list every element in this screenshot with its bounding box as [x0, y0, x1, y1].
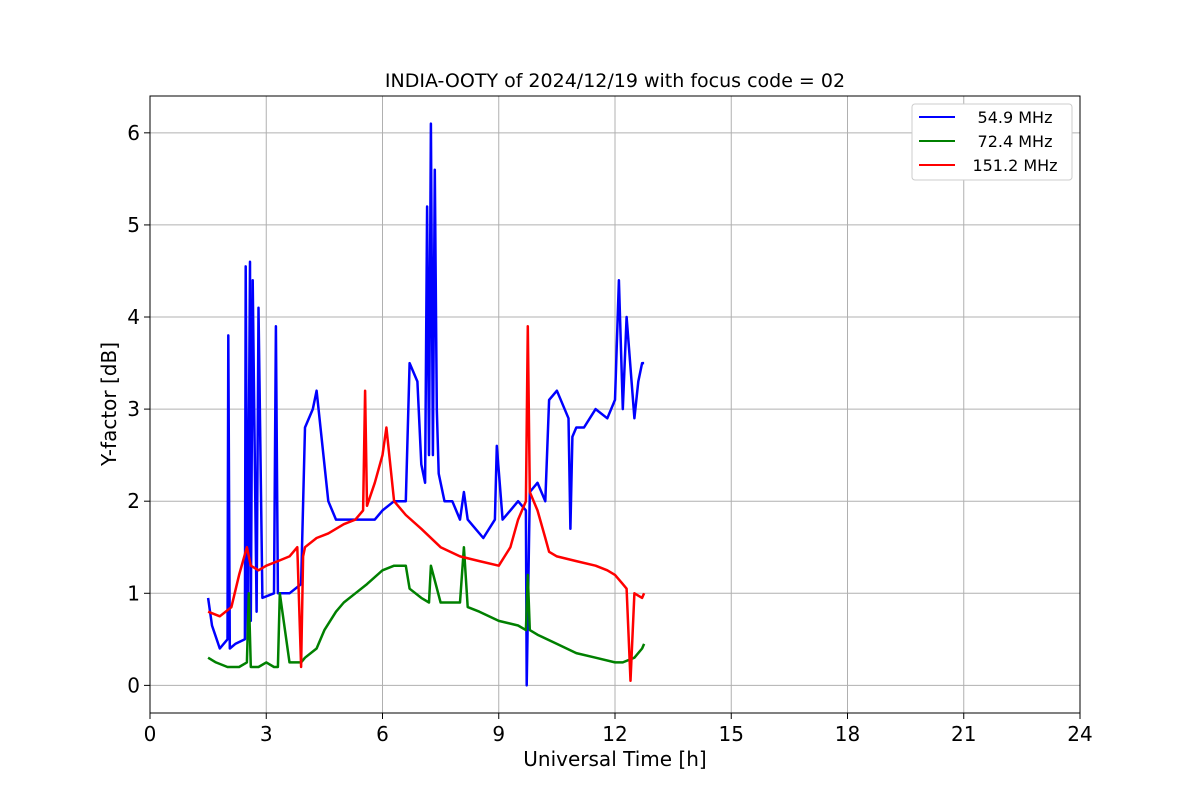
y-tick-label: 3 [127, 397, 140, 421]
legend-box [911, 103, 1073, 181]
y-tick-label: 6 [127, 121, 140, 145]
y-tick-label: 1 [127, 581, 140, 605]
series-layer [206, 122, 646, 687]
series-line-1 [206, 122, 645, 687]
x-tick-label: 0 [144, 722, 157, 746]
x-tick-label: 9 [492, 722, 505, 746]
y-tick-label: 0 [127, 673, 140, 697]
series-line-3 [207, 324, 646, 683]
x-axis-label: Universal Time [h] [523, 747, 706, 771]
legend-label: 151.2 MHz [972, 156, 1057, 175]
chart-title: INDIA-OOTY of 2024/12/19 with focus code… [385, 70, 845, 92]
x-tick-label: 24 [1067, 722, 1092, 746]
x-tick-label: 18 [835, 722, 860, 746]
y-tick-label: 2 [127, 489, 140, 513]
y-tick-label: 4 [127, 305, 140, 329]
x-tick-label: 15 [719, 722, 744, 746]
y-axis-label: Y-factor [dB] [97, 342, 121, 467]
x-tick-label: 21 [951, 722, 976, 746]
legend-label: 72.4 MHz [978, 132, 1053, 151]
x-tick-label: 12 [602, 722, 627, 746]
series-line-2 [207, 545, 646, 669]
legend: 54.9 MHz 72.4 MHz 151.2 MHz [911, 103, 1073, 181]
legend-label: 54.9 MHz [978, 108, 1053, 127]
x-tick-label: 3 [260, 722, 273, 746]
x-tick-label: 6 [376, 722, 389, 746]
y-tick-label: 5 [127, 213, 140, 237]
